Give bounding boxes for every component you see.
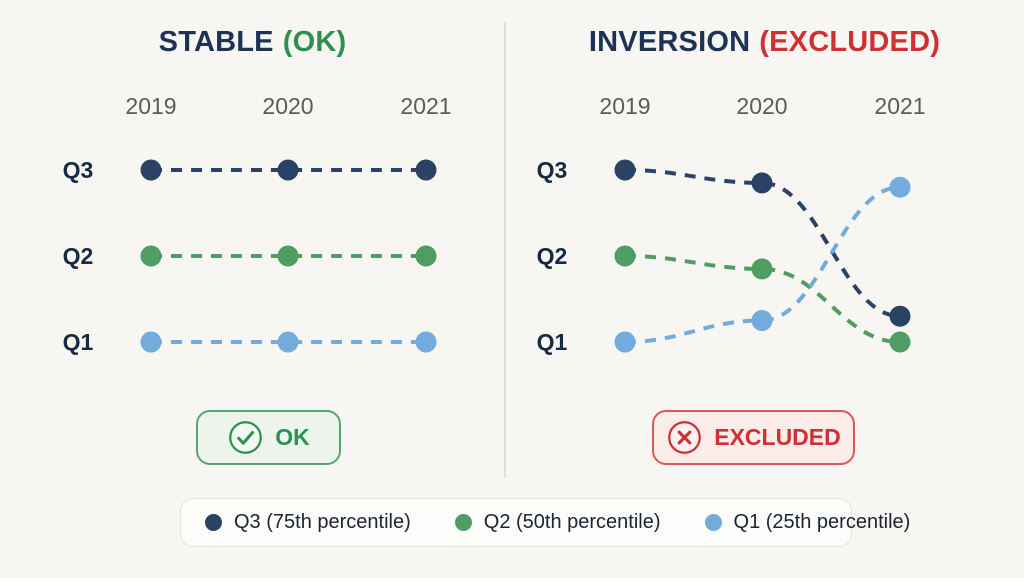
- data-point-Q3: [277, 159, 299, 181]
- legend-label-q3: Q3 (75th percentile): [234, 511, 411, 533]
- legend-label-q1: Q1 (25th percentile): [733, 511, 911, 533]
- y-tick-label: Q1: [63, 329, 94, 355]
- legend-label-q2: Q2 (50th percentile): [483, 511, 661, 533]
- y-tick-label: Q2: [63, 243, 94, 269]
- x-tick-label: 2019: [125, 93, 176, 119]
- x-tick-label: 2019: [599, 93, 650, 119]
- stable-title-text: STABLE: [158, 26, 274, 58]
- inversion-panel-title: INVERSION (EXCLUDED): [505, 26, 1024, 59]
- x-glyph: [668, 421, 702, 454]
- x-tick-label: 2020: [736, 93, 787, 119]
- inversion-chart: 2019 2020 2021 Q3 Q2 Q1: [510, 80, 980, 380]
- data-point-Q3: [614, 159, 636, 181]
- x-circle-icon: [666, 419, 703, 456]
- series-line-Q2: [624, 254, 901, 344]
- data-point-Q1: [415, 331, 437, 353]
- data-point-Q1: [277, 331, 299, 353]
- stable-title-status: (OK): [282, 26, 347, 58]
- data-point-Q1: [751, 310, 773, 331]
- x-tick-label: 2020: [262, 93, 313, 119]
- legend-item-q3: Q3 (75th percentile): [205, 511, 411, 534]
- y-tick-label: Q3: [63, 157, 94, 183]
- excluded-status-badge: EXCLUDED: [652, 410, 855, 465]
- data-point-Q1: [614, 331, 636, 353]
- check-glyph: [229, 421, 263, 454]
- stable-panel-title: STABLE (OK): [0, 26, 505, 59]
- data-point-Q3: [415, 159, 437, 181]
- data-point-Q3: [889, 305, 911, 327]
- data-point-Q1: [889, 176, 911, 198]
- panel-divider: [504, 22, 506, 478]
- inversion-title-text: INVERSION: [588, 26, 751, 58]
- series-line-Q3: [624, 168, 901, 319]
- q1-dot-icon: [704, 514, 722, 531]
- legend-item-q1: Q1 (25th percentile): [704, 511, 911, 534]
- ok-status-badge: OK: [196, 410, 341, 465]
- x-tick-label: 2021: [874, 93, 925, 119]
- check-circle-icon: [227, 419, 264, 456]
- data-point-Q2: [140, 245, 162, 267]
- data-point-Q2: [751, 258, 773, 280]
- data-point-Q3: [140, 159, 162, 181]
- data-point-Q2: [415, 245, 437, 267]
- y-tick-label: Q1: [537, 329, 568, 355]
- x-tick-label: 2021: [400, 93, 451, 119]
- excluded-badge-label: EXCLUDED: [714, 424, 841, 450]
- legend-item-q2: Q2 (50th percentile): [454, 511, 661, 534]
- data-point-Q1: [140, 331, 162, 353]
- data-point-Q2: [889, 331, 911, 353]
- legend: Q3 (75th percentile) Q2 (50th percentile…: [180, 498, 910, 547]
- stable-chart: 2019 2020 2021 Q3 Q2 Q1: [36, 80, 506, 380]
- data-point-Q2: [277, 245, 299, 267]
- data-point-Q3: [751, 172, 773, 194]
- ok-badge-label: OK: [275, 424, 310, 450]
- q2-dot-icon: [454, 514, 472, 531]
- inversion-title-status: (EXCLUDED): [759, 26, 941, 58]
- y-tick-label: Q3: [537, 157, 568, 183]
- q3-dot-icon: [205, 514, 222, 531]
- y-tick-label: Q2: [537, 243, 568, 269]
- data-point-Q2: [614, 245, 636, 267]
